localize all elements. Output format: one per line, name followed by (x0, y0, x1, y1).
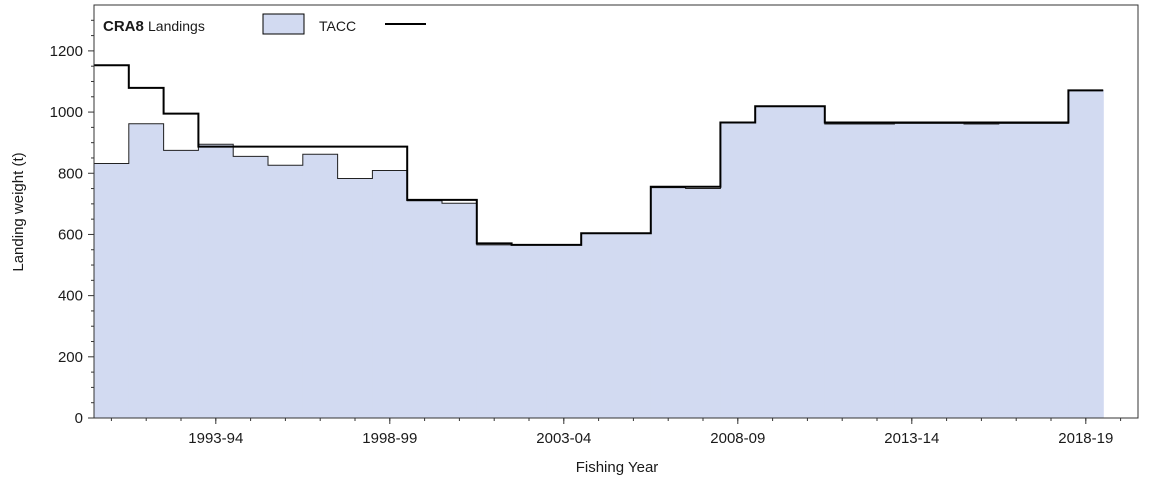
plot-area (94, 64, 1104, 419)
legend-label-landings: Landings (148, 18, 205, 34)
y-tick-label-600: 600 (58, 226, 83, 243)
x-axis-label: Fishing Year (576, 459, 659, 476)
landings-bar-2008-09 (720, 122, 756, 418)
y-tick-label-0: 0 (75, 410, 83, 427)
legend-swatch-landings (262, 13, 305, 35)
x-tick-label-1993-94: 1993-94 (188, 430, 243, 447)
landings-bar-1997-98 (337, 178, 373, 418)
landings-bar-1996-97 (302, 154, 339, 418)
landings-bar-2017-18 (1033, 123, 1069, 418)
landings-bar-1993-94 (198, 144, 234, 418)
landings-bar-1999-00 (407, 200, 443, 418)
landings-bar-2001-02 (476, 244, 513, 418)
landings-bar-2011-12 (824, 124, 861, 418)
legend: CRA8 Landings TACC (103, 13, 426, 35)
x-tick-label-2008-09: 2008-09 (710, 430, 765, 447)
y-tick-label-1200: 1200 (50, 43, 83, 60)
landings-bar-1991-92 (128, 123, 165, 419)
landings-bar-2015-16 (964, 124, 1000, 418)
tacc-line (94, 64, 1104, 246)
landings-bar-2002-03 (511, 244, 547, 418)
landings-bar-1995-96 (268, 165, 304, 418)
landings-bar-2018-19 (1068, 90, 1104, 418)
legend-label-tacc: TACC (319, 18, 356, 34)
x-tick-label-1998-99: 1998-99 (362, 430, 417, 447)
landings-bar-2013-14 (894, 123, 930, 418)
landings-bar-2009-10 (755, 106, 791, 419)
landings-bar-2004-05 (581, 233, 617, 418)
legend-title: CRA8 (103, 18, 144, 35)
y-tick-label-1000: 1000 (50, 104, 83, 121)
landings-bar-2014-15 (929, 123, 965, 418)
axes: 0 200 400 600 800 1000 1200 1993-94 1998-99 2003-… (50, 4, 1139, 447)
landings-bar-1992-93 (163, 150, 199, 418)
landings-bar-2007-08 (685, 188, 721, 418)
x-tick-label-2013-14: 2013-14 (884, 430, 939, 447)
y-tick-label-400: 400 (58, 288, 83, 305)
landings-bar-2000-01 (442, 203, 478, 418)
landings-bar-2010-11 (790, 106, 826, 419)
landings-bar-1990-91 (94, 163, 130, 418)
x-tick-label-2018-19: 2018-19 (1058, 430, 1113, 447)
landings-bar-1994-95 (233, 156, 269, 418)
x-tick-label-2003-04: 2003-04 (536, 430, 591, 447)
y-tick-label-200: 200 (58, 349, 83, 366)
landings-bar-1998-99 (372, 170, 408, 418)
landings-bar-2003-04 (546, 244, 582, 418)
landings-bar-2006-07 (650, 187, 687, 418)
landings-bar-2012-13 (859, 124, 895, 418)
y-tick-label-800: 800 (58, 165, 83, 182)
landings-bar-2016-17 (998, 123, 1035, 418)
plot-frame (93, 4, 1139, 419)
landings-bar-2005-06 (616, 233, 652, 418)
y-axis-label: Landing weight (t) (10, 152, 27, 271)
